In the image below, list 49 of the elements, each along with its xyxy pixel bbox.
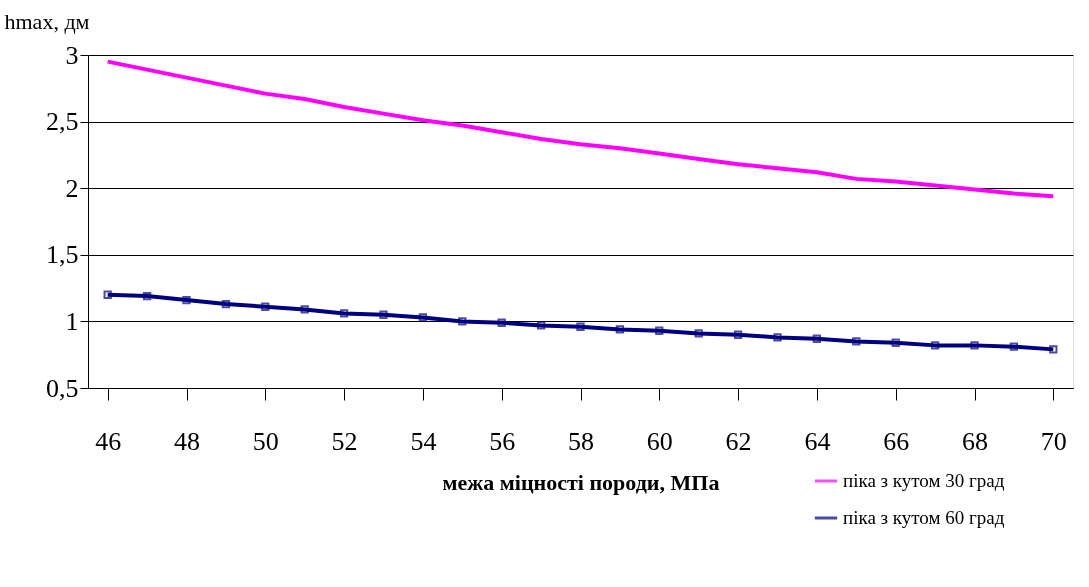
- x-tick-label: 54: [410, 426, 437, 456]
- x-tick-label: 52: [331, 426, 358, 456]
- y-tick-label: 2,5: [46, 107, 79, 137]
- y-tick-label: 2: [65, 173, 79, 203]
- point: [891, 338, 900, 347]
- x-tick-label: 68: [962, 426, 988, 456]
- legend-label: піка з кутом 30 град: [843, 470, 1005, 491]
- y-tick-label: 1,5: [46, 240, 79, 270]
- point: [379, 310, 388, 319]
- x-tick-label: 48: [174, 426, 200, 456]
- point: [261, 302, 270, 311]
- point: [733, 330, 743, 339]
- x-tick-label: 46: [95, 426, 122, 456]
- point: [418, 313, 428, 322]
- x-tick-label: 56: [489, 426, 516, 456]
- x-tick-label: 64: [804, 426, 831, 456]
- point: [615, 325, 625, 334]
- line-series: [105, 59, 1056, 199]
- point: [773, 333, 782, 342]
- x-tick-label: 58: [568, 426, 594, 456]
- legend-label: піка з кутом 60 град: [843, 507, 1005, 528]
- point: [221, 299, 231, 309]
- point: [536, 321, 546, 330]
- point: [458, 317, 467, 326]
- x-tick-label: 66: [883, 426, 910, 456]
- point: [497, 318, 506, 327]
- point: [576, 322, 585, 331]
- point: [970, 341, 979, 350]
- point: [694, 329, 703, 338]
- point: [103, 290, 112, 299]
- y-tick-label: 1: [65, 306, 79, 336]
- point: [930, 341, 940, 350]
- point: [300, 305, 309, 314]
- point: [142, 291, 152, 301]
- y-axis-title: hmax, дм: [4, 8, 90, 34]
- x-tick-label: 70: [1040, 426, 1067, 456]
- point: [182, 295, 191, 305]
- point: [1009, 342, 1019, 351]
- y-tick-label: 3: [65, 40, 79, 70]
- point: [339, 309, 349, 318]
- x-axis-title: межа міцності породи, МПа: [442, 469, 720, 495]
- x-tick-label: 60: [646, 426, 673, 456]
- point: [1049, 345, 1058, 354]
- point: [655, 326, 664, 335]
- point: [852, 337, 861, 346]
- y-tick-label: 0,5: [46, 373, 79, 403]
- x-tick-label: 62: [725, 426, 752, 456]
- point: [812, 334, 822, 343]
- x-tick-label: 50: [252, 426, 279, 456]
